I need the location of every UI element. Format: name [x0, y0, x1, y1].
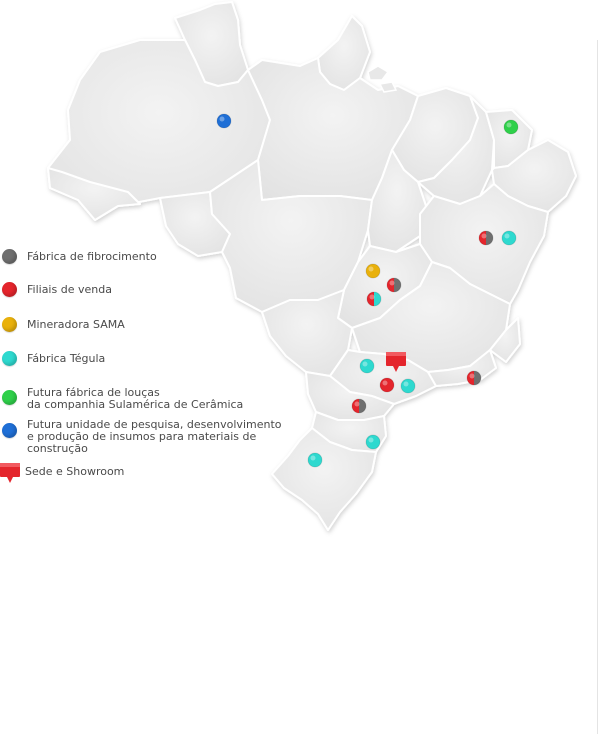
- yellow-dot-icon: [2, 317, 17, 332]
- parana-north-marker[interactable]: [359, 358, 375, 374]
- marker-layer: [216, 113, 519, 468]
- sao-paulo-marker[interactable]: [379, 377, 395, 393]
- rio-de-janeiro-marker[interactable]: [466, 370, 482, 386]
- curitiba-marker[interactable]: [351, 398, 367, 414]
- legend-item-loucas: Futura fábrica de louças da companhia Su…: [2, 387, 243, 411]
- santa-catarina-marker[interactable]: [365, 434, 381, 450]
- legend-label: Futura unidade de pesquisa, desenvolvime…: [27, 418, 282, 455]
- blue-dot-icon: [2, 423, 17, 438]
- state-acre[interactable]: [47, 167, 141, 221]
- goias-north-marker[interactable]: [365, 263, 381, 279]
- sao-paulo-hq-marker[interactable]: [386, 352, 406, 372]
- bahia-east-marker[interactable]: [501, 230, 517, 246]
- legend-item-filiais: Filiais de venda: [2, 282, 112, 297]
- red-pin-icon: [0, 463, 20, 483]
- legend-label: Fábrica de fibrocimento: [27, 250, 157, 263]
- legend-item-tegula: Fábrica Tégula: [2, 351, 105, 366]
- right-divider: [597, 40, 598, 734]
- marajo-islands: [367, 65, 398, 93]
- vale-paraiba-marker[interactable]: [400, 378, 416, 394]
- state-mato-grosso-do-sul[interactable]: [261, 289, 353, 377]
- manaus-marker[interactable]: [216, 113, 232, 129]
- legend-label: Fábrica Tégula: [27, 352, 106, 365]
- legend-label: Filiais de venda: [27, 283, 112, 296]
- gray-dot-icon: [2, 249, 17, 264]
- green-dot-icon: [2, 390, 17, 405]
- legend-item-sede: Sede e Showroom: [0, 463, 124, 483]
- legend-item-pesquisa: Futura unidade de pesquisa, desenvolvime…: [2, 419, 282, 455]
- legend-label: Futura fábrica de louças da companhia Su…: [27, 386, 244, 411]
- rio-grande-do-sul-marker[interactable]: [307, 452, 323, 468]
- red-dot-icon: [2, 282, 17, 297]
- state-espirito-santo[interactable]: [489, 317, 521, 363]
- goias-south-marker[interactable]: [366, 291, 382, 307]
- legend-label: Mineradora SAMA: [27, 318, 125, 331]
- legend-item-fibrocimento: Fábrica de fibrocimento: [2, 249, 157, 264]
- legend-label: Sede e Showroom: [25, 465, 125, 478]
- brasilia-marker[interactable]: [386, 277, 402, 293]
- legend-item-mineradora: Mineradora SAMA: [2, 317, 125, 332]
- state-rio-grande-do-sul[interactable]: [271, 427, 377, 531]
- fortaleza-marker[interactable]: [503, 119, 519, 135]
- cyan-dot-icon: [2, 351, 17, 366]
- bahia-west-marker[interactable]: [478, 230, 494, 246]
